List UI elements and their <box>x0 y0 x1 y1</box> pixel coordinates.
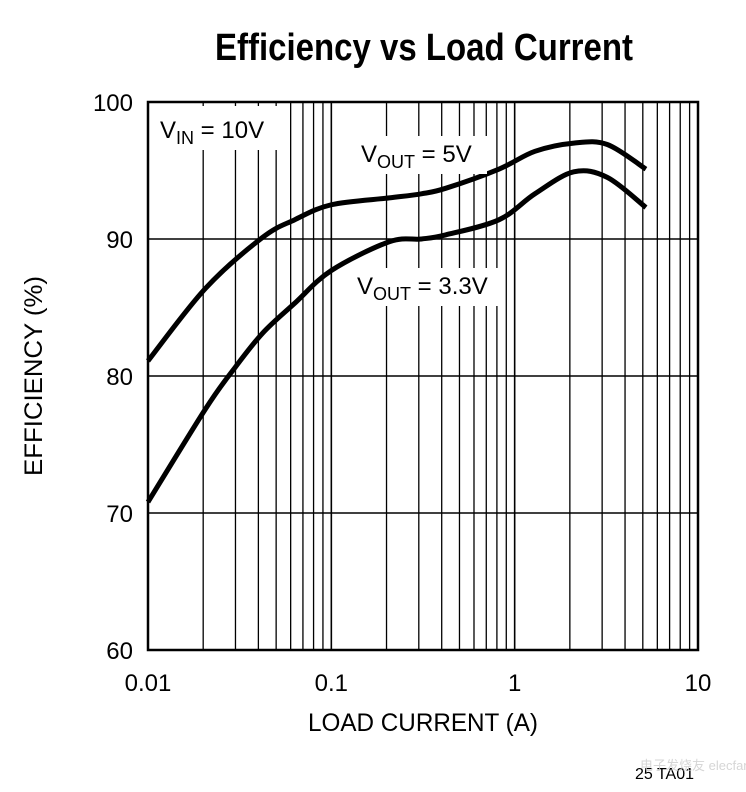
x-tick-label: 0.1 <box>315 670 348 697</box>
vin-label: VIN = 10V <box>153 106 281 150</box>
svg-text:VOUT = 5V: VOUT = 5V <box>361 141 472 172</box>
y-tick-label: 80 <box>106 364 133 391</box>
x-tick-label: 0.01 <box>125 670 172 697</box>
y-tick-label: 100 <box>93 90 133 117</box>
series-line-vout-3-3v <box>145 168 648 504</box>
watermark: 电子发烧友 elecfans.com <box>640 758 746 773</box>
tick-labels: 0.01 0.1 1 10 60 70 80 90 100 <box>93 90 711 697</box>
chart-title: Efficiency vs Load Current <box>215 27 633 69</box>
y-axis-label: EFFICIENCY (%) <box>20 276 48 476</box>
y-tick-label: 60 <box>106 638 133 665</box>
y-tick-label: 70 <box>106 501 133 528</box>
x-tick-label: 10 <box>685 670 712 697</box>
x-tick-label: 1 <box>508 670 521 697</box>
vout33-label: VOUT = 3.3V <box>353 268 503 306</box>
vout5-label: VOUT = 5V <box>357 136 487 174</box>
y-tick-label: 90 <box>106 227 133 254</box>
figure-code: 25 TA01 <box>635 766 694 783</box>
series-line-vout-5v <box>146 139 648 363</box>
plot-frame <box>146 100 700 652</box>
curves <box>145 139 648 504</box>
svg-text:VIN = 10V: VIN = 10V <box>160 117 264 148</box>
svg-text:VOUT = 3.3V: VOUT = 3.3V <box>357 273 488 304</box>
x-axis-label: LOAD CURRENT (A) <box>308 709 538 737</box>
